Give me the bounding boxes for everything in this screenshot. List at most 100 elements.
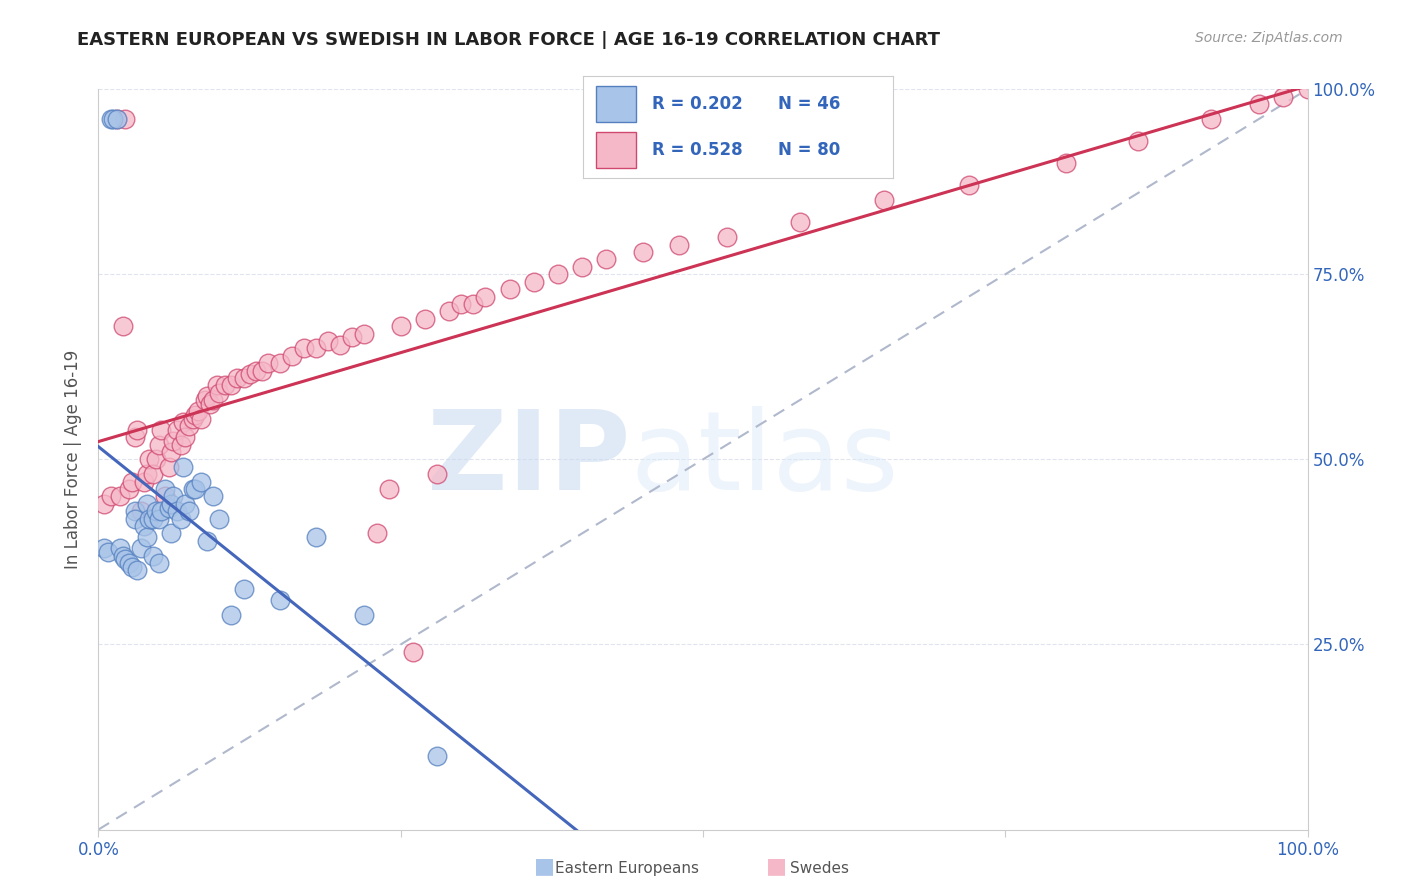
Point: [1272, 89, 1295, 103]
Point: [127, 423, 149, 437]
Point: [547, 268, 569, 282]
Point: [187, 404, 209, 418]
Text: Source: ZipAtlas.com: Source: ZipAtlas.com: [1195, 31, 1343, 45]
Point: [160, 526, 183, 541]
FancyBboxPatch shape: [596, 87, 636, 122]
Text: Swedes: Swedes: [790, 861, 849, 876]
Point: [111, 549, 134, 563]
Point: [305, 341, 328, 355]
Point: [1128, 134, 1150, 148]
Text: N = 46: N = 46: [779, 95, 841, 113]
Point: [181, 411, 204, 425]
Point: [292, 341, 315, 355]
Point: [129, 541, 152, 556]
Point: [142, 467, 165, 482]
Point: [631, 245, 654, 260]
Point: [129, 504, 152, 518]
Point: [121, 475, 143, 489]
Point: [174, 497, 197, 511]
Point: [353, 607, 375, 622]
Point: [135, 530, 157, 544]
Point: [181, 482, 204, 496]
Point: [450, 297, 472, 311]
Point: [305, 530, 328, 544]
Point: [474, 289, 496, 303]
Text: atlas: atlas: [630, 406, 898, 513]
Point: [426, 748, 449, 763]
Text: ■: ■: [534, 856, 555, 876]
Point: [157, 459, 180, 474]
Point: [105, 112, 128, 126]
Point: [148, 511, 170, 525]
Point: [172, 415, 194, 429]
Point: [463, 297, 485, 311]
Point: [245, 363, 267, 377]
Point: [437, 304, 460, 318]
Point: [134, 519, 156, 533]
Point: [118, 556, 141, 570]
Point: [221, 607, 243, 622]
Point: [142, 549, 165, 563]
Point: [150, 423, 173, 437]
Point: [595, 252, 617, 267]
Point: [93, 541, 115, 556]
Point: [145, 452, 167, 467]
Point: [114, 552, 136, 566]
Point: [121, 559, 143, 574]
Point: [716, 230, 738, 244]
Point: [668, 237, 690, 252]
Point: [195, 389, 218, 403]
Point: [160, 445, 183, 459]
Point: [169, 437, 191, 451]
Point: [100, 489, 122, 503]
Point: [124, 430, 146, 444]
Point: [184, 408, 207, 422]
Point: [232, 371, 254, 385]
Point: [957, 178, 980, 193]
Point: [134, 475, 156, 489]
Point: [250, 363, 273, 377]
Point: [342, 330, 364, 344]
Point: [101, 112, 124, 126]
Point: [239, 368, 262, 382]
Point: [208, 385, 231, 400]
Point: [135, 467, 157, 482]
Point: [145, 504, 167, 518]
Point: [135, 497, 157, 511]
Point: [269, 356, 291, 370]
Point: [498, 282, 520, 296]
Point: [202, 393, 225, 408]
Point: [162, 489, 184, 503]
Point: [100, 112, 122, 126]
Point: [184, 482, 207, 496]
Point: [160, 497, 183, 511]
Point: [190, 475, 212, 489]
Point: [108, 541, 131, 556]
Point: [256, 356, 278, 370]
Point: [174, 430, 197, 444]
Point: [124, 504, 146, 518]
Point: [1296, 82, 1319, 96]
Point: [269, 593, 291, 607]
Point: [93, 497, 115, 511]
Point: [281, 349, 304, 363]
Point: [105, 112, 128, 126]
Point: [208, 511, 231, 525]
Point: [124, 511, 146, 525]
Point: [142, 511, 165, 525]
Text: Eastern Europeans: Eastern Europeans: [555, 861, 699, 876]
Text: EASTERN EUROPEAN VS SWEDISH IN LABOR FORCE | AGE 16-19 CORRELATION CHART: EASTERN EUROPEAN VS SWEDISH IN LABOR FOR…: [77, 31, 941, 49]
Point: [214, 378, 236, 392]
Text: N = 80: N = 80: [779, 141, 841, 159]
Text: ZIP: ZIP: [427, 406, 630, 513]
Point: [366, 526, 388, 541]
Point: [153, 489, 176, 503]
Point: [157, 500, 180, 515]
Point: [202, 489, 225, 503]
Point: [148, 437, 170, 451]
Point: [153, 482, 176, 496]
Point: [226, 371, 249, 385]
Point: [179, 419, 201, 434]
Point: [377, 482, 399, 496]
Point: [523, 275, 546, 289]
